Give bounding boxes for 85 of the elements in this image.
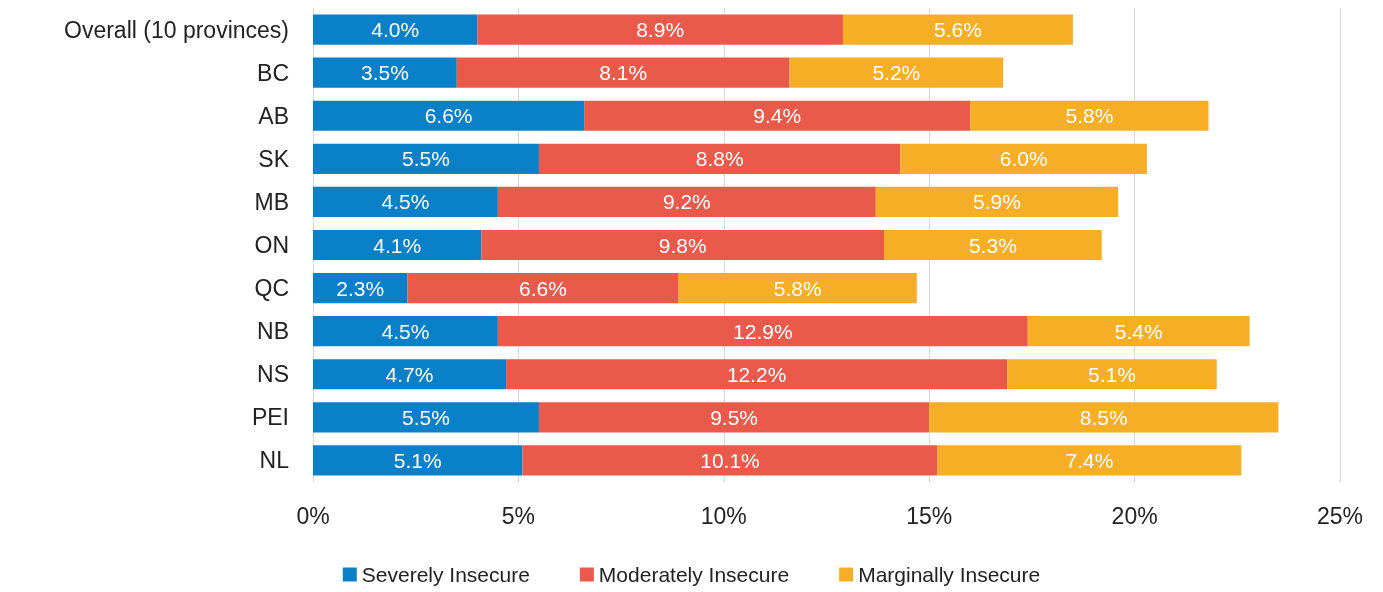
data-label: 9.4% xyxy=(753,104,802,128)
bar xyxy=(789,57,1004,88)
data-label: 9.5% xyxy=(710,405,759,429)
bar xyxy=(313,14,478,45)
bar xyxy=(929,402,1279,433)
x-tick-label: 0% xyxy=(296,502,330,529)
data-label: 4.5% xyxy=(381,190,430,214)
data-label: 4.0% xyxy=(371,18,420,42)
bar xyxy=(937,445,1242,476)
legend-label: Moderately Insecure xyxy=(598,563,790,586)
bar xyxy=(970,100,1209,131)
data-label: 8.9% xyxy=(636,18,685,42)
data-label: 5.2% xyxy=(872,61,921,85)
bar xyxy=(1007,359,1217,390)
bar xyxy=(481,229,885,261)
bar xyxy=(842,14,1073,45)
data-label: 5.8% xyxy=(773,276,822,300)
bar xyxy=(313,316,498,347)
bar xyxy=(884,229,1102,261)
data-label: 2.3% xyxy=(336,276,385,300)
data-label: 8.5% xyxy=(1079,405,1128,429)
bar xyxy=(678,273,917,304)
data-label: 8.1% xyxy=(599,61,648,85)
data-label: 5.3% xyxy=(968,233,1017,257)
bar xyxy=(313,359,507,390)
bar xyxy=(538,143,901,174)
bar xyxy=(313,186,498,217)
data-label: 12.9% xyxy=(733,319,793,343)
data-label: 6.6% xyxy=(519,276,567,300)
x-tick-label: 10% xyxy=(700,502,747,529)
y-tick-label: NB xyxy=(257,318,289,345)
bar xyxy=(497,186,876,217)
bar xyxy=(313,445,523,476)
data-label: 5.9% xyxy=(973,190,1021,214)
bar xyxy=(875,186,1119,217)
data-label: 5.5% xyxy=(402,147,450,171)
bar xyxy=(538,402,930,433)
data-label: 5.1% xyxy=(1088,362,1136,386)
bar xyxy=(313,229,482,261)
data-label: 6.6% xyxy=(424,104,473,128)
bar xyxy=(506,359,1008,390)
y-tick-label: NS xyxy=(257,361,289,388)
y-tick-label: PEI xyxy=(251,404,289,431)
y-tick-label: QC xyxy=(254,275,289,302)
bar xyxy=(313,402,539,433)
data-label: 9.2% xyxy=(662,190,711,214)
legend-label: Marginally Insecure xyxy=(858,563,1041,586)
bar xyxy=(456,57,790,88)
data-label: 4.5% xyxy=(381,319,430,343)
data-label: 3.5% xyxy=(360,61,409,85)
data-label: 6.0% xyxy=(999,147,1048,171)
data-label: 8.8% xyxy=(695,147,744,171)
data-label: 10.1% xyxy=(700,448,760,472)
bar xyxy=(497,316,1028,347)
bar xyxy=(407,273,679,304)
x-tick-label: 25% xyxy=(1316,502,1364,529)
data-label: 4.1% xyxy=(373,233,422,257)
data-label: 5.5% xyxy=(402,405,450,429)
y-tick-label: MB xyxy=(254,188,289,215)
bar xyxy=(313,100,585,131)
bar xyxy=(313,143,539,174)
data-label: 5.1% xyxy=(393,448,442,472)
x-tick-label: 15% xyxy=(906,502,953,529)
y-tick-label: Overall (10 provinces) xyxy=(64,16,289,43)
y-tick-label: ON xyxy=(254,232,289,258)
y-tick-label: NL xyxy=(259,447,290,474)
data-label: 7.4% xyxy=(1065,448,1114,472)
y-tick-label: SK xyxy=(258,145,290,172)
data-label: 4.7% xyxy=(385,362,434,386)
bar xyxy=(900,143,1147,174)
legend-label: Severely Insecure xyxy=(361,563,530,586)
y-tick-label: AB xyxy=(258,102,289,129)
x-tick-label: 20% xyxy=(1111,502,1158,529)
x-tick-label: 5% xyxy=(501,502,536,529)
bar xyxy=(1027,316,1250,347)
bar xyxy=(584,100,971,131)
data-label: 5.8% xyxy=(1065,104,1114,128)
bar xyxy=(522,445,938,476)
data-label: 5.6% xyxy=(934,18,982,42)
bar xyxy=(313,57,457,88)
data-label: 5.4% xyxy=(1114,319,1163,343)
data-label: 9.8% xyxy=(658,233,707,257)
data-label: 12.2% xyxy=(726,362,787,386)
y-tick-label: BC xyxy=(257,59,289,86)
bar xyxy=(477,14,843,45)
